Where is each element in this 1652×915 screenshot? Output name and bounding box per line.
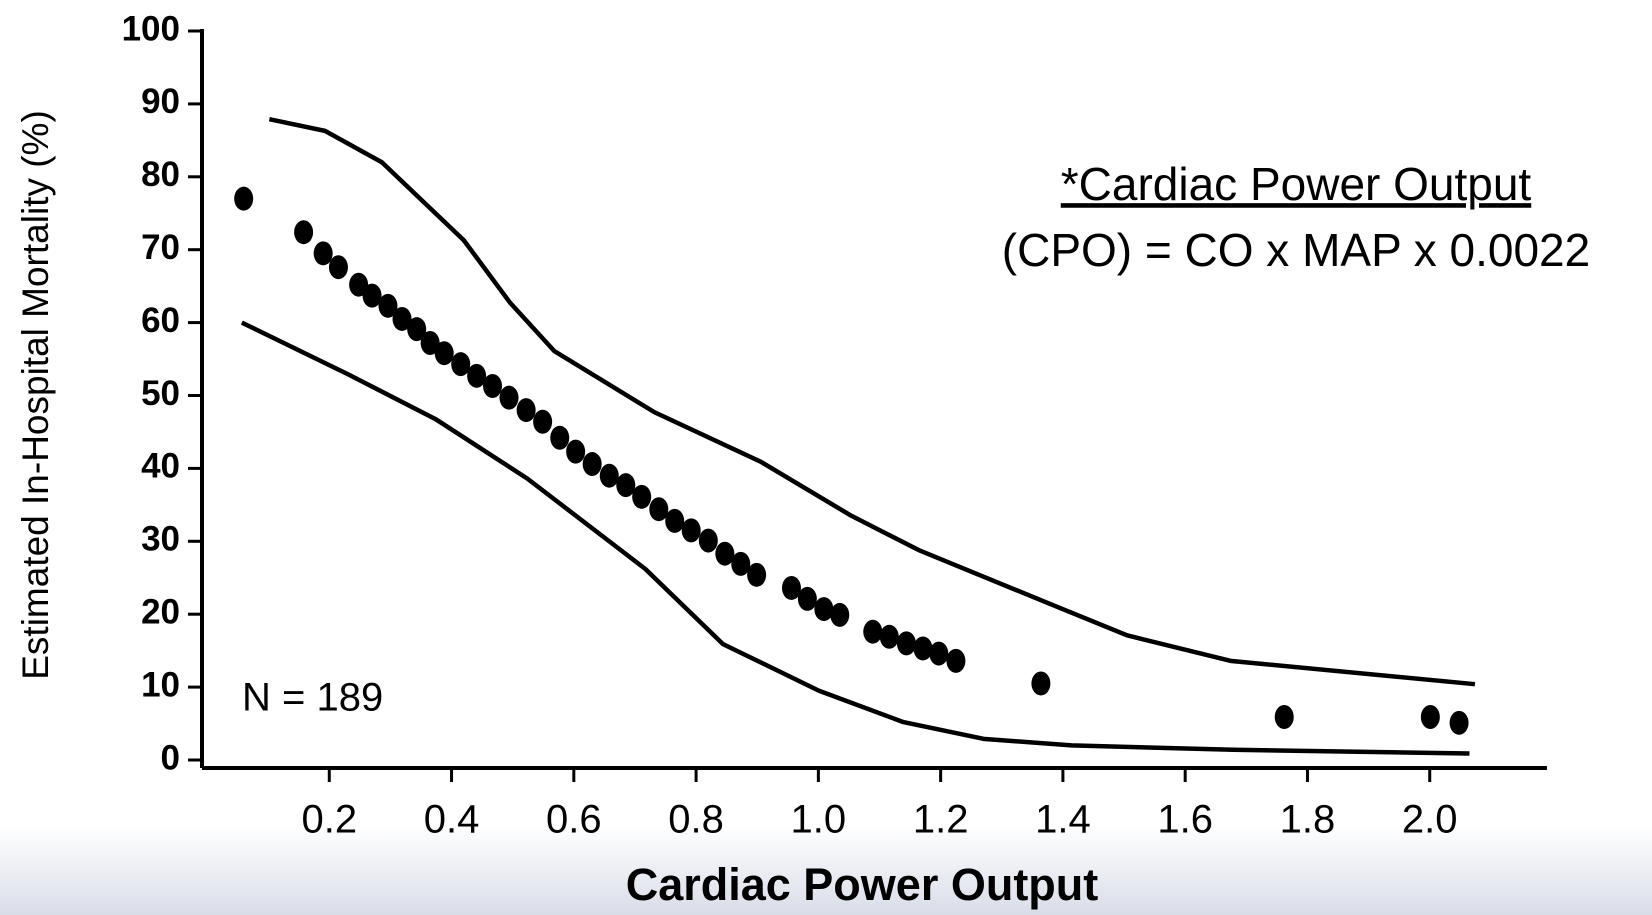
data-point: [797, 586, 817, 611]
n-annotation: N = 189: [242, 676, 383, 720]
data-point: [1420, 704, 1440, 729]
y-tick-label: 60: [141, 301, 180, 340]
data-point: [1274, 704, 1294, 729]
data-point: [599, 463, 619, 488]
data-point: [879, 624, 899, 649]
data-point: [294, 220, 314, 245]
cpo-title: *Cardiac Power Output: [1061, 158, 1532, 210]
data-point: [715, 541, 735, 566]
x-tick-label: 0.8: [668, 798, 724, 842]
data-point: [420, 331, 440, 356]
data-point: [362, 283, 382, 308]
data-point: [665, 508, 685, 533]
data-point: [499, 385, 519, 410]
data-point: [731, 551, 751, 576]
data-point: [913, 636, 933, 661]
data-point: [483, 374, 503, 399]
y-tick-label: 100: [122, 9, 180, 48]
y-tick-label: 30: [141, 520, 180, 559]
data-point: [550, 425, 570, 450]
y-tick-label: 10: [141, 665, 180, 704]
data-point: [328, 255, 348, 280]
data-point: [896, 631, 916, 656]
cpo-formula: (CPO) = CO x MAP x 0.0022: [1002, 224, 1590, 276]
x-tick-label: 1.4: [1035, 798, 1091, 842]
data-point: [467, 363, 487, 388]
data-point: [632, 484, 652, 509]
x-tick-label: 0.2: [301, 798, 357, 842]
y-tick-label: 50: [141, 374, 180, 413]
data-point: [681, 518, 701, 543]
data-point: [392, 306, 412, 331]
data-point: [234, 186, 254, 211]
data-point: [582, 452, 602, 477]
y-tick-label: 70: [141, 228, 180, 267]
data-point: [434, 341, 454, 366]
data-point: [863, 619, 883, 644]
data-point: [349, 272, 369, 297]
y-tick-label: 0: [161, 738, 180, 777]
x-tick-label: 0.4: [424, 798, 480, 842]
y-tick-label: 40: [141, 447, 180, 486]
x-tick-label: 1.2: [913, 798, 969, 842]
data-point: [1449, 710, 1469, 735]
x-tick-label: 0.6: [546, 798, 602, 842]
line: [240, 320, 1470, 756]
x-tick-label: 1.6: [1157, 798, 1213, 842]
footer-band: [0, 825, 1652, 915]
data-point: [946, 648, 966, 673]
y-tick-label: 20: [141, 592, 180, 631]
data-point: [929, 641, 949, 666]
data-point: [814, 597, 834, 622]
y-tick-label: 90: [141, 82, 180, 121]
line: [268, 117, 1476, 687]
data-point: [747, 562, 767, 587]
data-point: [378, 293, 398, 318]
x-axis-label: Cardiac Power Output: [626, 859, 1099, 910]
y-tick-label: 80: [141, 155, 180, 194]
data-point: [407, 317, 427, 342]
x-tick-label: 2.0: [1402, 798, 1458, 842]
data-point: [451, 352, 471, 377]
data-point: [566, 439, 586, 464]
data-point: [649, 497, 669, 522]
data-point: [781, 575, 801, 600]
data-point: [616, 473, 636, 498]
data-point: [516, 398, 536, 423]
data-point: [313, 241, 333, 266]
data-point: [698, 528, 718, 553]
x-tick-label: 1.0: [791, 798, 847, 842]
x-tick-label: 1.8: [1280, 798, 1336, 842]
data-point: [830, 602, 850, 627]
y-axis-label: Estimated In-Hospital Mortality (%): [15, 110, 56, 680]
data-point: [1031, 671, 1051, 696]
data-point: [533, 409, 553, 434]
